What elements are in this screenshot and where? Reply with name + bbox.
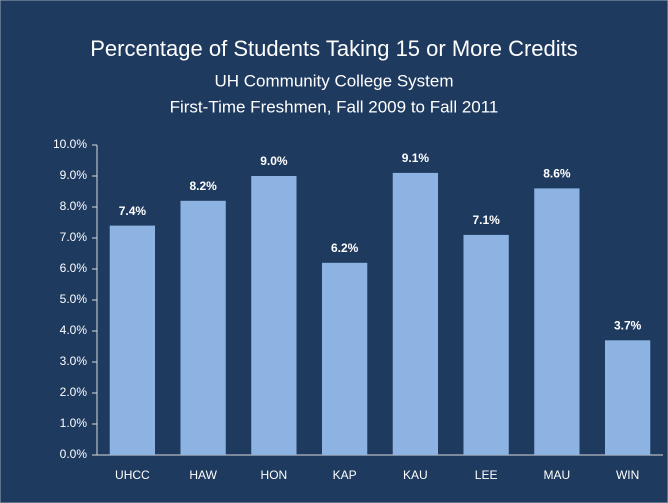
x-tick-label: MAU (544, 468, 571, 482)
y-tick-label: 7.0% (60, 230, 88, 244)
y-tick-label: 10.0% (53, 137, 87, 151)
chart-title: Percentage of Students Taking 15 or More… (90, 36, 578, 61)
y-tick-label: 3.0% (60, 354, 88, 368)
bar (109, 225, 156, 455)
y-tick-label: 0.0% (60, 447, 88, 461)
value-label: 8.6% (543, 167, 571, 181)
value-label: 9.0% (260, 154, 288, 168)
y-tick-label: 8.0% (60, 199, 88, 213)
value-label: 3.7% (614, 318, 642, 332)
chart-subtitle: UH Community College System (214, 71, 453, 90)
bar (392, 172, 439, 455)
x-tick-label: KAP (333, 468, 357, 482)
bar (321, 262, 368, 455)
y-tick-label: 9.0% (60, 168, 88, 182)
y-tick-label: 1.0% (60, 416, 88, 430)
y-tick-label: 6.0% (60, 261, 88, 275)
x-tick-label: HON (261, 468, 288, 482)
bar (604, 340, 651, 455)
bar (180, 200, 226, 455)
bar (251, 176, 297, 455)
y-tick-label: 4.0% (60, 323, 88, 337)
y-tick-label: 2.0% (60, 385, 88, 399)
value-label: 8.2% (189, 179, 217, 193)
bar (463, 234, 509, 455)
value-label: 7.4% (119, 204, 147, 218)
chart-subtitle: First-Time Freshmen, Fall 2009 to Fall 2… (170, 97, 499, 116)
x-tick-label: UHCC (115, 468, 150, 482)
x-tick-label: KAU (403, 468, 428, 482)
bar (534, 188, 580, 455)
value-label: 7.1% (472, 213, 500, 227)
value-label: 6.2% (331, 241, 359, 255)
x-tick-label: LEE (475, 468, 498, 482)
x-tick-label: HAW (189, 468, 217, 482)
value-label: 9.1% (402, 151, 430, 165)
x-tick-label: WIN (616, 468, 639, 482)
y-tick-label: 5.0% (60, 292, 88, 306)
